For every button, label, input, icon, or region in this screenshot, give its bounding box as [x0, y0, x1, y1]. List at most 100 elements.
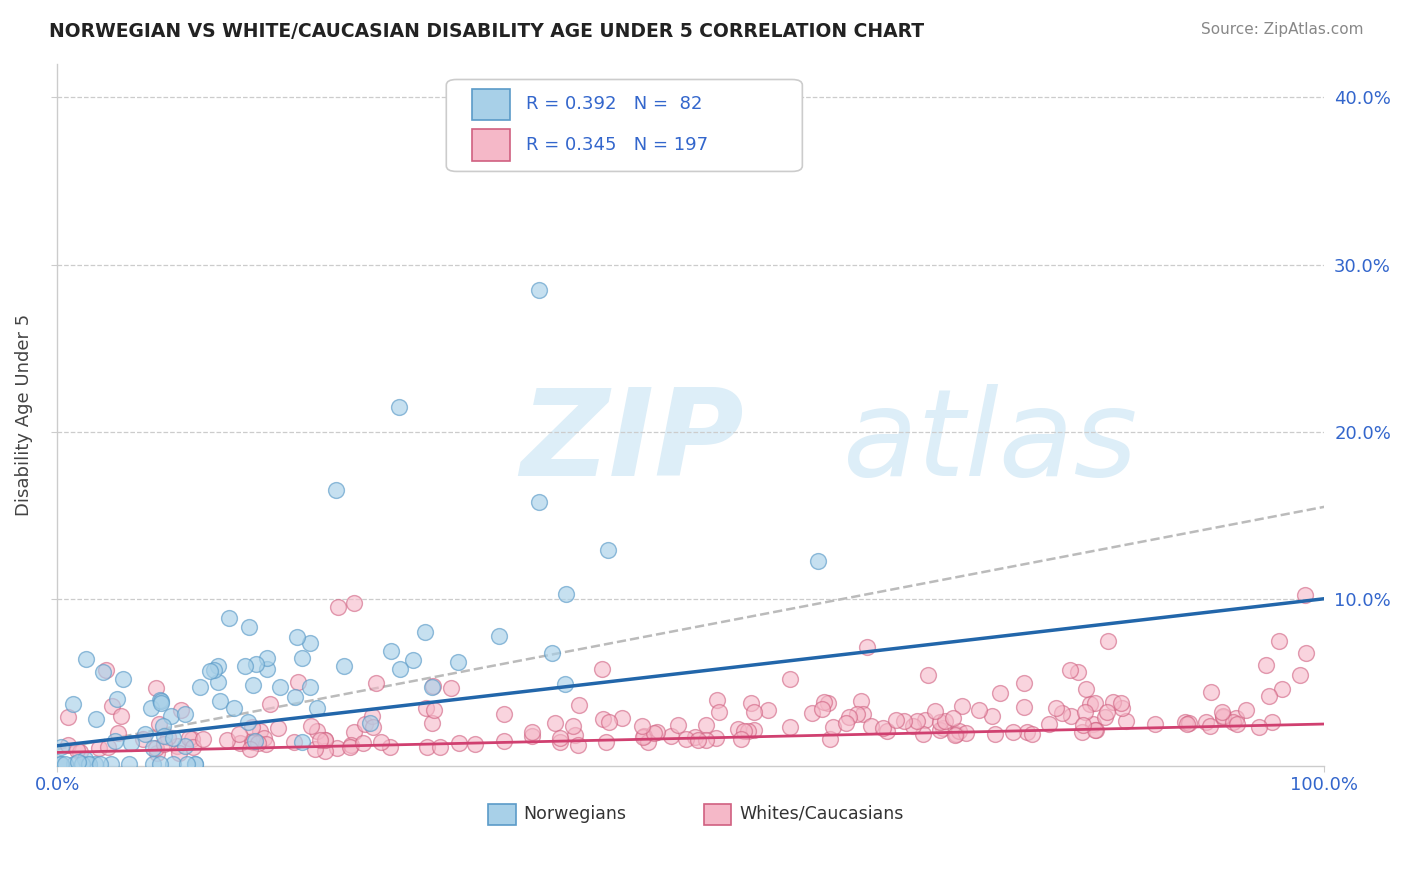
Point [1071, 717, 1094, 731]
Point [1109, 696, 1132, 710]
Point [1084, 723, 1107, 738]
Point [1050, 706, 1073, 720]
Point [800, 706, 823, 720]
Point [343, 725, 366, 739]
Point [149, 693, 172, 707]
Point [969, 703, 991, 717]
Point [1199, 685, 1222, 699]
Point [1078, 697, 1101, 711]
Point [912, 727, 935, 741]
Point [422, 679, 444, 693]
Point [554, 587, 576, 601]
Point [415, 700, 437, 714]
Point [893, 714, 915, 728]
Point [150, 696, 173, 710]
Point [259, 697, 281, 711]
Point [240, 733, 263, 747]
Point [77, 757, 100, 772]
Point [1294, 588, 1316, 602]
Point [548, 731, 571, 746]
Point [835, 715, 858, 730]
Point [254, 737, 277, 751]
Point [1289, 668, 1312, 682]
Point [51, 739, 73, 754]
Point [1211, 705, 1233, 719]
Point [1012, 700, 1035, 714]
Point [1083, 716, 1105, 731]
Point [76, 757, 98, 772]
Point [695, 718, 717, 732]
Point [591, 662, 613, 676]
Point [1095, 705, 1118, 719]
Point [548, 734, 571, 748]
Point [146, 747, 169, 761]
Point [1271, 682, 1294, 697]
Point [94, 663, 117, 677]
Point [104, 734, 127, 748]
Point [934, 714, 956, 729]
Point [132, 731, 155, 746]
Point [1074, 682, 1097, 697]
Point [1226, 717, 1249, 731]
Point [1094, 710, 1116, 724]
Point [592, 712, 614, 726]
Point [527, 283, 550, 297]
Point [449, 735, 471, 749]
Point [56, 738, 79, 752]
Point [707, 705, 730, 719]
Point [917, 668, 939, 682]
Point [142, 741, 165, 756]
Point [1178, 715, 1201, 730]
Point [354, 717, 377, 731]
Point [105, 692, 128, 706]
Point [494, 734, 516, 748]
Point [872, 721, 894, 735]
Point [981, 709, 1004, 723]
Point [1261, 714, 1284, 729]
Point [75, 651, 97, 665]
Point [742, 723, 765, 737]
Point [181, 740, 204, 755]
Point [838, 709, 860, 723]
Point [363, 720, 385, 734]
Point [340, 738, 363, 752]
Point [440, 681, 463, 695]
Point [242, 677, 264, 691]
Point [903, 719, 925, 733]
Point [176, 757, 198, 772]
Point [291, 650, 314, 665]
Point [153, 730, 176, 744]
Point [107, 726, 129, 740]
Y-axis label: Disability Age Under 5: Disability Age Under 5 [15, 314, 32, 516]
Point [856, 640, 879, 654]
Point [366, 675, 388, 690]
Point [1249, 720, 1271, 734]
Point [810, 702, 832, 716]
Point [359, 716, 381, 731]
Text: atlas: atlas [844, 384, 1139, 501]
Point [97, 740, 120, 755]
Point [1059, 663, 1081, 677]
Point [740, 696, 762, 710]
Point [370, 735, 392, 749]
Point [527, 495, 550, 509]
Point [333, 659, 356, 673]
Point [631, 719, 654, 733]
Point [1084, 697, 1107, 711]
Point [633, 729, 655, 743]
Point [179, 731, 201, 746]
Point [162, 731, 184, 745]
Point [429, 740, 451, 755]
Point [62, 698, 84, 712]
Point [420, 681, 443, 695]
Point [162, 757, 184, 772]
Point [1060, 709, 1083, 723]
Point [298, 636, 321, 650]
Point [668, 718, 690, 732]
Point [304, 742, 326, 756]
Point [1254, 657, 1277, 672]
Point [659, 729, 682, 743]
Point [818, 731, 841, 746]
Point [413, 625, 436, 640]
Point [245, 734, 267, 748]
